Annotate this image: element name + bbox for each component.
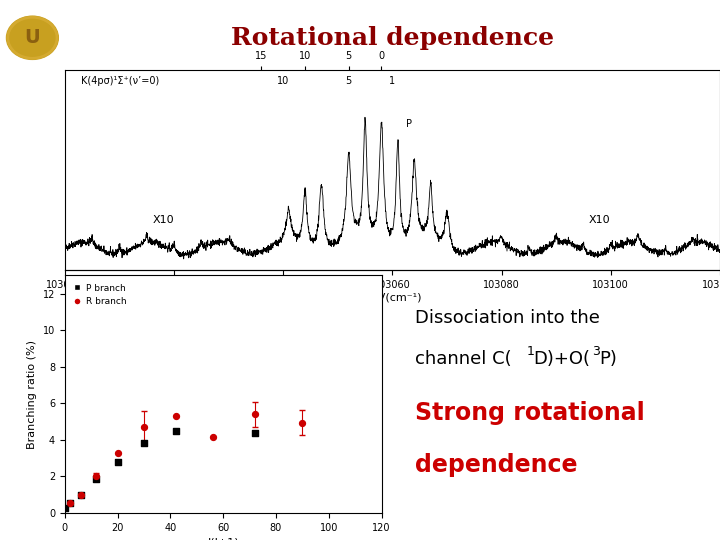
Point xyxy=(170,427,181,435)
Point xyxy=(249,410,261,418)
Point xyxy=(64,498,76,507)
Legend: P branch, R branch: P branch, R branch xyxy=(69,280,130,309)
Point xyxy=(138,423,150,431)
X-axis label: J(J+1): J(J+1) xyxy=(207,538,239,540)
Point xyxy=(297,418,308,427)
Point xyxy=(207,433,218,442)
Point xyxy=(249,429,261,438)
Text: dependence: dependence xyxy=(415,454,577,477)
Text: K(4pσ)¹Σ⁺(ν’=0): K(4pσ)¹Σ⁺(ν’=0) xyxy=(81,77,159,86)
Text: 3: 3 xyxy=(593,345,600,358)
Text: P): P) xyxy=(599,349,617,368)
Point xyxy=(75,490,86,499)
Point xyxy=(112,457,123,466)
Text: D)+O(: D)+O( xyxy=(533,349,590,368)
Text: P: P xyxy=(406,119,412,129)
Text: 1: 1 xyxy=(526,345,534,358)
Point xyxy=(91,475,102,483)
Y-axis label: Branching ratio (%): Branching ratio (%) xyxy=(27,340,37,449)
Text: channel C(: channel C( xyxy=(415,349,512,368)
Text: 5: 5 xyxy=(346,77,352,86)
X-axis label: VUV(cm⁻¹): VUV(cm⁻¹) xyxy=(363,293,422,302)
Point xyxy=(138,438,150,447)
Text: 10: 10 xyxy=(277,77,289,86)
Point xyxy=(91,472,102,481)
Text: X10: X10 xyxy=(589,215,611,225)
Text: 1: 1 xyxy=(390,77,395,86)
Text: Strong rotational: Strong rotational xyxy=(415,401,645,425)
Circle shape xyxy=(6,16,58,59)
Text: Rotational dependence: Rotational dependence xyxy=(231,26,554,50)
Text: X10: X10 xyxy=(152,215,174,225)
Point xyxy=(112,448,123,457)
Text: U: U xyxy=(24,28,40,48)
Point xyxy=(170,412,181,421)
Point xyxy=(75,490,86,499)
Point xyxy=(59,503,71,512)
Text: Dissociation into the: Dissociation into the xyxy=(415,309,600,327)
Point xyxy=(64,498,76,507)
